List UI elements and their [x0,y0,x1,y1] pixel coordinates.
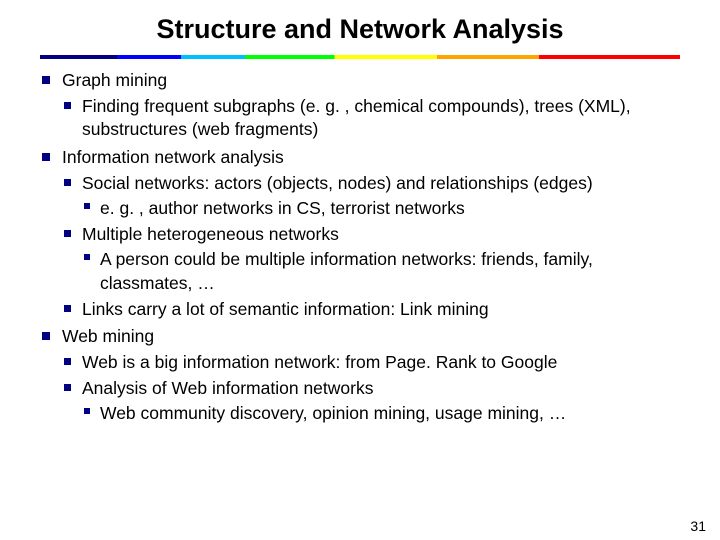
list-item: Web mining Web is a big information netw… [40,325,684,426]
slide-body: Graph mining Finding frequent subgraphs … [0,69,720,426]
list-item: Social networks: actors (objects, nodes)… [62,172,684,221]
bullet-text: Web community discovery, opinion mining,… [100,403,566,423]
list-item: Web is a big information network: from P… [62,351,684,375]
slide-title: Structure and Network Analysis [0,0,720,51]
list-item: Links carry a lot of semantic informatio… [62,298,684,322]
list-item: A person could be multiple information n… [82,248,684,295]
bullet-text: Web mining [62,326,154,346]
list-item: Multiple heterogeneous networks A person… [62,223,684,296]
bullet-text: Multiple heterogeneous networks [82,224,339,244]
divider-rainbow [40,55,680,59]
bullet-text: Finding frequent subgraphs (e. g. , chem… [82,96,631,140]
bullet-level-2: Web is a big information network: from P… [62,351,684,426]
bullet-text: Information network analysis [62,147,284,167]
list-item: Information network analysis Social netw… [40,146,684,321]
list-item: e. g. , author networks in CS, terrorist… [82,197,684,221]
bullet-level-1: Graph mining Finding frequent subgraphs … [40,69,684,426]
page-number: 31 [690,518,706,534]
list-item: Web community discovery, opinion mining,… [82,402,684,426]
bullet-level-2: Social networks: actors (objects, nodes)… [62,172,684,322]
bullet-text: Links carry a lot of semantic informatio… [82,299,489,319]
list-item: Graph mining Finding frequent subgraphs … [40,69,684,142]
bullet-level-2: Finding frequent subgraphs (e. g. , chem… [62,95,684,142]
slide: Structure and Network Analysis Graph min… [0,0,720,540]
bullet-text: e. g. , author networks in CS, terrorist… [100,198,465,218]
list-item: Finding frequent subgraphs (e. g. , chem… [62,95,684,142]
bullet-level-3: A person could be multiple information n… [82,248,684,295]
bullet-text: Graph mining [62,70,167,90]
list-item: Analysis of Web information networks Web… [62,377,684,426]
bullet-text: Social networks: actors (objects, nodes)… [82,173,593,193]
bullet-text: A person could be multiple information n… [100,249,593,293]
bullet-level-3: Web community discovery, opinion mining,… [82,402,684,426]
bullet-text: Analysis of Web information networks [82,378,373,398]
bullet-text: Web is a big information network: from P… [82,352,557,372]
bullet-level-3: e. g. , author networks in CS, terrorist… [82,197,684,221]
